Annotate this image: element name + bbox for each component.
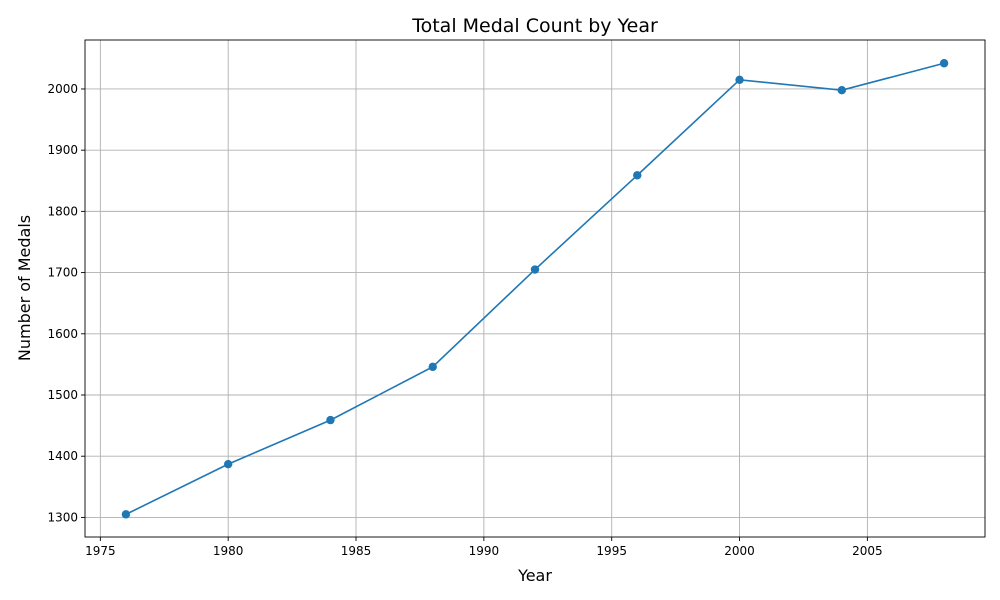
y-tick-label: 2000 xyxy=(47,82,78,96)
y-tick-label: 1400 xyxy=(47,449,78,463)
y-tick-label: 1800 xyxy=(47,204,78,218)
series-layer xyxy=(121,59,949,519)
data-point xyxy=(428,362,437,372)
x-axis-label: Year xyxy=(517,566,552,585)
data-point xyxy=(121,510,131,519)
x-tick-label: 2000 xyxy=(724,544,755,558)
data-point xyxy=(735,75,744,84)
data-point xyxy=(939,59,949,68)
data-point xyxy=(326,415,335,425)
data-point xyxy=(837,85,847,95)
ticks: 1975 1980 1985 1990 1995 2000 2005 1300 1400 1500… xyxy=(47,82,882,558)
data-point xyxy=(530,265,540,274)
y-tick-label: 1300 xyxy=(47,510,78,524)
x-tick-label: 1990 xyxy=(469,544,500,558)
data-point xyxy=(223,459,233,469)
x-tick-label: 1980 xyxy=(213,544,244,558)
chart-title: Total Medal Count by Year xyxy=(411,15,658,37)
grid-lines xyxy=(85,40,985,537)
y-tick-label: 1500 xyxy=(47,388,78,402)
y-axis-label: Number of Medals xyxy=(15,215,34,361)
x-tick-label: 2005 xyxy=(852,544,883,558)
x-tick-label: 1985 xyxy=(341,544,372,558)
data-point xyxy=(633,171,642,180)
x-tick-label: 1995 xyxy=(596,544,627,558)
y-tick-label: 1900 xyxy=(47,143,78,157)
y-tick-label: 1600 xyxy=(47,327,78,341)
y-tick-label: 1700 xyxy=(47,266,78,280)
x-tick-label: 1975 xyxy=(85,544,116,558)
axes-frame xyxy=(84,39,986,538)
